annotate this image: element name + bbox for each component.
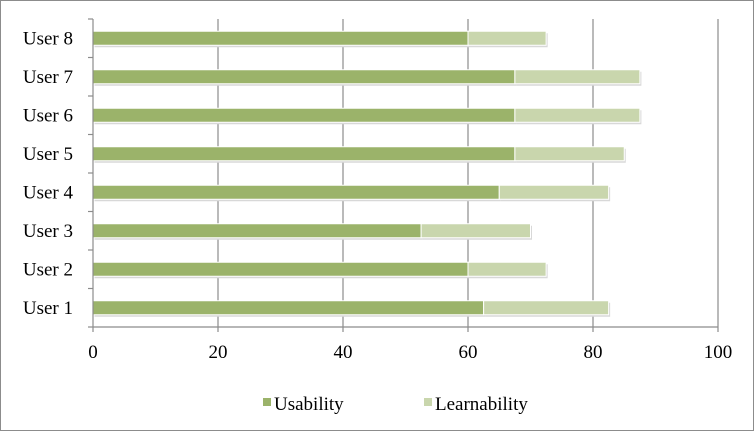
bar-usability-user-4 xyxy=(92,184,500,200)
bar-learnability-user-4 xyxy=(498,184,610,200)
legend-swatch-learnability xyxy=(424,398,432,406)
bar-usability-user-6 xyxy=(92,107,516,123)
x-tick-label: 0 xyxy=(88,342,98,363)
x-tick-label: 40 xyxy=(334,342,353,363)
category-label: User 4 xyxy=(23,182,74,203)
legend-label-learnability: Learnability xyxy=(435,394,528,415)
legend: Usability Learnability xyxy=(263,394,528,415)
x-tick-label: 100 xyxy=(704,342,733,363)
category-label: User 8 xyxy=(23,28,73,49)
gridlines xyxy=(217,19,719,327)
bar-usability-user-2 xyxy=(92,261,469,277)
tick-labels: 0 20 40 60 80 100 xyxy=(88,342,732,363)
bar-learnability-user-1 xyxy=(483,300,610,316)
bar-usability-user-8 xyxy=(92,30,469,46)
legend-swatch-usability xyxy=(263,398,271,406)
category-labels: User 1 User 2 User 3 User 4 User 5 User 6 User… xyxy=(23,28,74,319)
category-label: User 2 xyxy=(23,259,73,280)
bar-learnability-user-8 xyxy=(467,30,547,46)
bar-learnability-user-5 xyxy=(514,146,625,162)
legend-label-usability: Usability xyxy=(274,394,344,415)
x-tick-label: 80 xyxy=(584,342,603,363)
bar-learnability-user-3 xyxy=(420,223,531,239)
category-label: User 3 xyxy=(23,221,73,242)
bar-learnability-user-2 xyxy=(467,261,547,277)
category-label: User 6 xyxy=(23,105,73,126)
bars xyxy=(92,30,642,317)
bar-learnability-user-6 xyxy=(514,107,641,123)
bar-usability-user-5 xyxy=(92,146,516,162)
category-label: User 1 xyxy=(23,298,73,319)
bar-learnability-user-7 xyxy=(514,69,641,85)
bar-usability-user-3 xyxy=(92,223,422,239)
x-tick-label: 60 xyxy=(459,342,478,363)
category-label: User 5 xyxy=(23,144,73,165)
axes xyxy=(88,18,719,332)
bar-usability-user-7 xyxy=(92,69,516,85)
x-tick-label: 20 xyxy=(209,342,228,363)
bar-usability-user-1 xyxy=(92,300,485,316)
category-label: User 7 xyxy=(23,67,73,88)
